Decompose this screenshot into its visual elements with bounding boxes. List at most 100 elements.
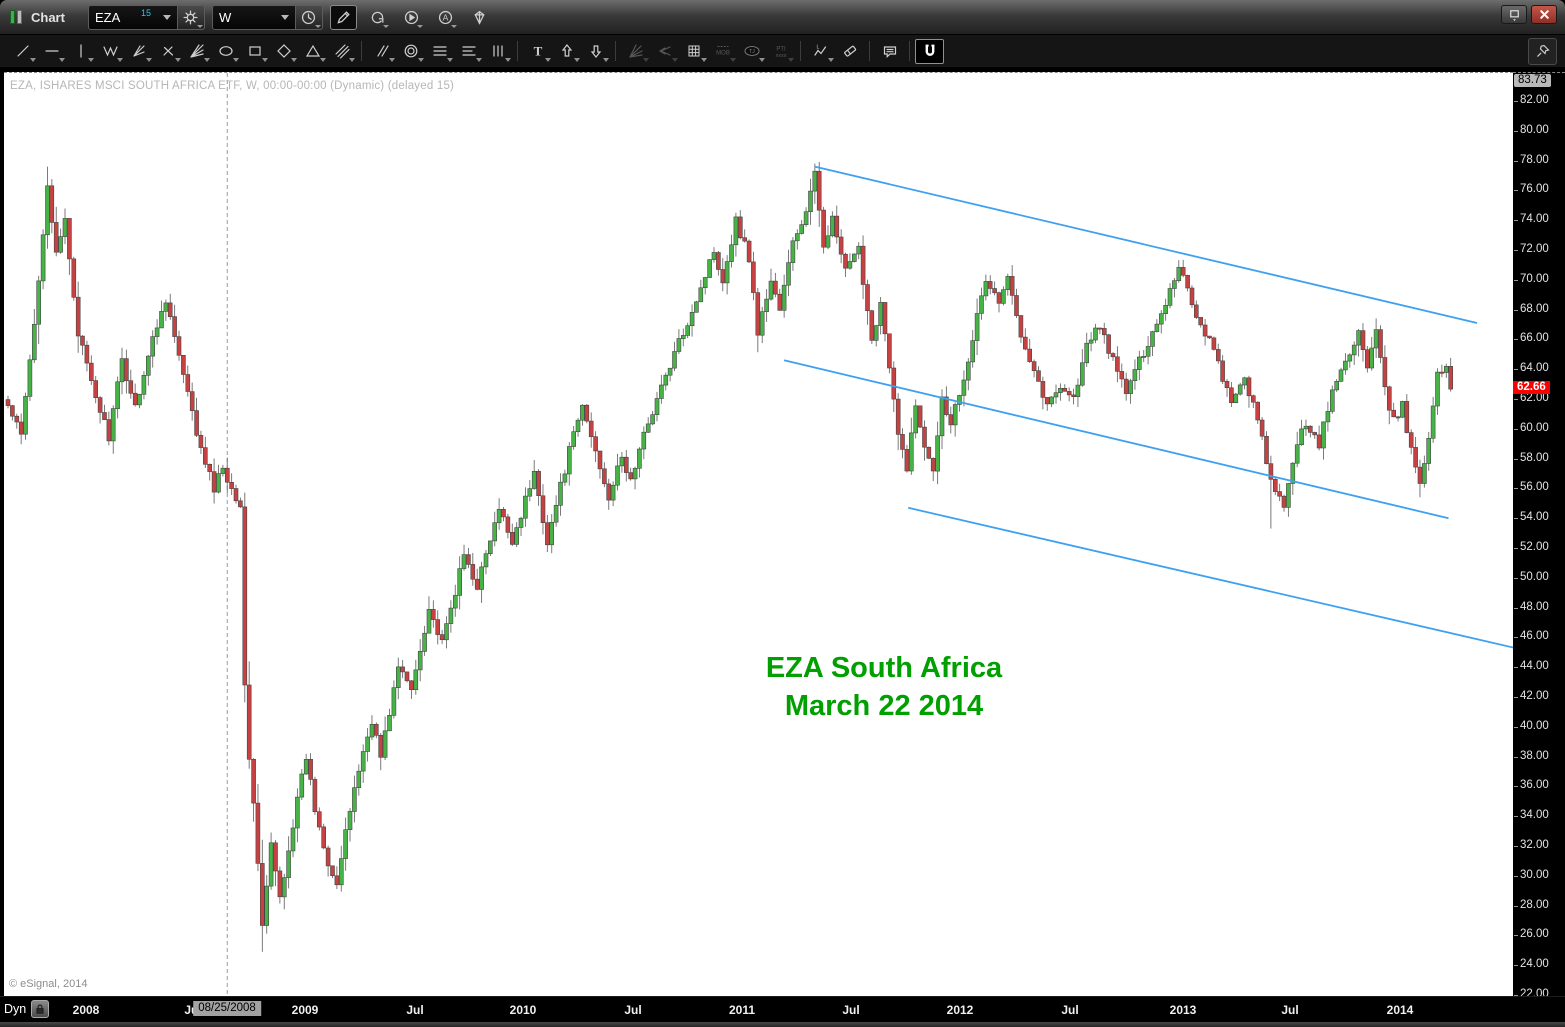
chart-symbol-label: EZA, ISHARES MSCI SOUTH AFRICA ETF, W, 0…	[10, 80, 455, 92]
interval-select[interactable]: W	[211, 4, 296, 30]
tool-rectangle[interactable]	[240, 39, 269, 64]
chevron-down-icon	[788, 57, 794, 62]
tool-cross-lines[interactable]	[153, 39, 182, 64]
tool-fib-extension[interactable]	[454, 39, 483, 64]
svg-text:PTI: PTI	[776, 47, 786, 53]
dyn-label: Dyn	[4, 1002, 27, 1016]
chevron-down-icon	[447, 57, 453, 62]
draw-mode-button[interactable]	[329, 4, 357, 30]
hlines2-icon	[461, 46, 476, 56]
tool-fib-circles[interactable]	[396, 39, 425, 64]
tool-pti[interactable]: PTI xxxx	[766, 39, 795, 64]
channel-middle-line[interactable]	[783, 359, 1449, 520]
zigzag-icon	[102, 46, 118, 57]
auto-trade-button[interactable]: A	[432, 5, 459, 30]
loop-icon	[371, 11, 384, 23]
chevron-down-icon	[196, 24, 203, 28]
symbol-superscript: 15	[140, 8, 151, 18]
tool-note[interactable]	[875, 39, 904, 64]
tool-fib-time-zones[interactable]	[483, 39, 512, 64]
channel-lower-line[interactable]	[907, 506, 1513, 650]
tool-trendline[interactable]	[8, 39, 37, 64]
tool-magnet[interactable]	[915, 38, 944, 64]
tool-gann-grid[interactable]	[621, 39, 650, 64]
tool-triangle[interactable]	[298, 39, 327, 64]
price-tick-label: 80.00	[1514, 124, 1549, 136]
time-tick-label: Jul	[1281, 1003, 1299, 1017]
chevron-down-icon	[828, 57, 834, 62]
chevron-down-icon	[320, 57, 326, 62]
time-axis[interactable]: Dyn 2008 Jul 2009 Jul 2010 Jul 2011 Jul 2012 Jul 2…	[0, 996, 1565, 1022]
tool-parallel-hatch[interactable]	[327, 39, 356, 64]
svg-text:A: A	[443, 12, 449, 22]
tool-vertical-line[interactable]	[66, 39, 95, 64]
chevron-down-icon[interactable]	[162, 14, 171, 20]
tool-grid[interactable]	[679, 39, 708, 64]
chevron-down-icon	[117, 57, 123, 62]
chevron-down-icon	[476, 57, 482, 62]
hlines-icon	[432, 46, 447, 56]
tool-ray-fan[interactable]	[124, 39, 153, 64]
line-vert-icon	[79, 44, 82, 58]
time-tick-label: 2011	[728, 1003, 756, 1017]
ovaltj-icon: TJ	[744, 46, 759, 56]
price-tick-label: 26.00	[1514, 928, 1549, 940]
chevron-down-icon	[416, 24, 423, 28]
tool-text[interactable]: T	[523, 39, 552, 64]
time-template-button[interactable]	[295, 4, 323, 30]
time-tick-label: 2010	[509, 1003, 537, 1017]
chevron-down-icon	[450, 24, 457, 28]
chevron-down-icon	[314, 24, 321, 28]
fan2-icon	[628, 44, 643, 58]
price-axis[interactable]: 82.00 80.00 78.00 76.00 74.00 72.00 70.00 68.00…	[1513, 72, 1565, 1000]
refresh-button[interactable]	[364, 5, 391, 30]
chart-annotation-text[interactable]: EZA South Africa March 22 2014	[766, 649, 1002, 725]
price-tick-label: 48.00	[1514, 601, 1549, 613]
arrleft-icon	[658, 46, 671, 56]
lock-icon[interactable]	[31, 1000, 50, 1018]
time-tick-label: Jul	[842, 1003, 860, 1017]
chart-content: EZA, ISHARES MSCI SOUTH AFRICA ETF, W, 0…	[0, 68, 1565, 1000]
svg-text:TJ: TJ	[749, 49, 755, 55]
symbol-input[interactable]: EZA 15	[87, 4, 178, 30]
arrowup-icon	[561, 44, 572, 57]
window-title: Chart	[31, 9, 65, 25]
tool-regression[interactable]: L	[806, 39, 835, 64]
link-button[interactable]	[466, 5, 493, 30]
price-tick-label: 62.00	[1514, 392, 1549, 404]
interval-value: W	[218, 9, 232, 25]
tool-arrow-up[interactable]	[552, 39, 581, 64]
chevron-down-icon[interactable]	[280, 14, 289, 20]
symbol-value: EZA	[94, 9, 121, 25]
tool-ellipse[interactable]	[211, 39, 240, 64]
chevron-down-icon	[643, 57, 649, 62]
symbol-settings-button[interactable]	[177, 4, 205, 30]
tool-mob[interactable]: MOB	[708, 39, 737, 64]
price-tick-label: 44.00	[1514, 660, 1549, 672]
tool-gann-fan[interactable]	[182, 39, 211, 64]
pin-toolbar-button[interactable]	[1528, 37, 1557, 65]
tool-tj-oval[interactable]: TJ	[737, 39, 766, 64]
mob-icon: MOB	[716, 46, 729, 57]
tool-arrow-down[interactable]	[581, 39, 610, 64]
tool-parallel-lines[interactable]	[367, 39, 396, 64]
restore-button[interactable]	[1501, 5, 1527, 24]
tool-fib-retracement[interactable]	[425, 39, 454, 64]
tool-horizontal-line[interactable]	[37, 39, 66, 64]
price-tick-label: 38.00	[1514, 750, 1549, 762]
tool-arrows-left[interactable]	[650, 39, 679, 64]
price-tick-label: 42.00	[1514, 690, 1549, 702]
chevron-down-icon	[30, 57, 36, 62]
chevron-down-icon	[730, 57, 736, 62]
tool-zigzag[interactable]	[95, 39, 124, 64]
channel-upper-line[interactable]	[814, 165, 1478, 324]
close-button[interactable]	[1531, 5, 1557, 24]
tool-eraser[interactable]	[835, 39, 864, 64]
svg-text:xxxx: xxxx	[775, 53, 786, 59]
play-button[interactable]	[398, 5, 425, 30]
toolbar-separator	[800, 41, 801, 61]
toolbar-separator	[869, 41, 870, 61]
tool-diamond[interactable]	[269, 39, 298, 64]
chart-pane[interactable]: EZA, ISHARES MSCI SOUTH AFRICA ETF, W, 0…	[4, 72, 1513, 996]
